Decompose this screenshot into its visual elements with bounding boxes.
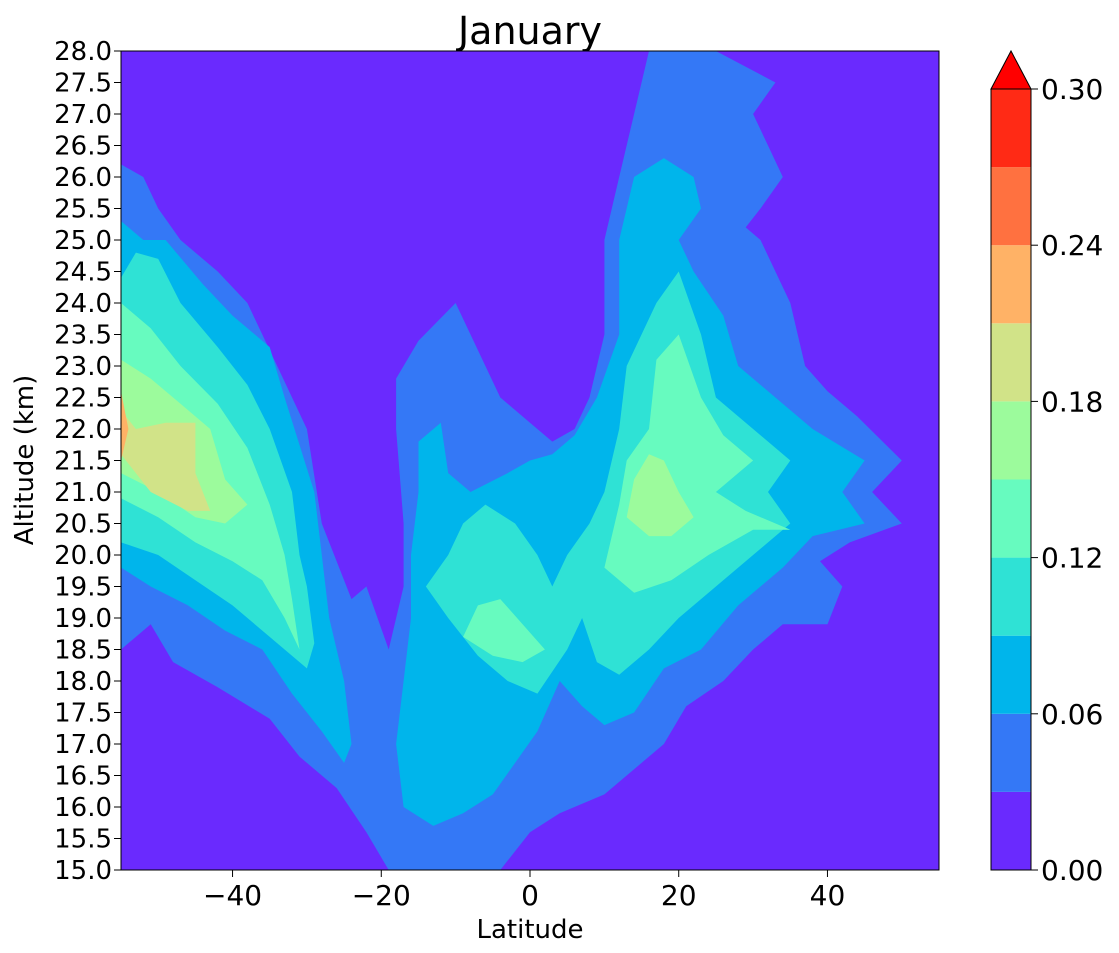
y-tick-label: 22.5 (54, 384, 112, 414)
y-tick-label: 15.0 (54, 856, 112, 886)
y-tick-label: 23.0 (54, 352, 112, 382)
x-tick-label: 20 (661, 879, 697, 912)
y-tick-label: 18.5 (54, 636, 112, 666)
y-axis: 15.015.516.016.517.017.518.018.519.019.5… (54, 37, 121, 886)
y-tick-label: 27.5 (54, 69, 112, 99)
colorbar-segment (991, 245, 1031, 324)
y-tick-label: 15.5 (54, 825, 112, 855)
y-tick-label: 16.0 (54, 793, 112, 823)
colorbar-tick-label: 0.06 (1041, 698, 1103, 731)
y-tick-label: 24.5 (54, 258, 112, 288)
y-tick-label: 23.5 (54, 321, 112, 351)
colorbar-segment (991, 167, 1031, 246)
colorbar-segment (991, 557, 1031, 636)
x-tick-label: 40 (810, 879, 846, 912)
y-tick-label: 25.5 (54, 195, 112, 225)
x-axis: −40 −20 0 20 40 (203, 870, 845, 912)
colorbar-segment (991, 791, 1031, 870)
colorbar-segment (991, 713, 1031, 792)
x-tick-label: −40 (203, 879, 262, 912)
colorbar-segment (991, 401, 1031, 480)
colorbar-tick-label: 0.12 (1041, 542, 1103, 575)
y-tick-label: 24.0 (54, 289, 112, 319)
chart-title: January (456, 9, 602, 53)
y-tick-label: 18.0 (54, 667, 112, 697)
y-tick-label: 19.0 (54, 604, 112, 634)
colorbar-tick-label: 0.30 (1041, 73, 1103, 106)
y-tick-label: 20.5 (54, 510, 112, 540)
y-axis-label: Altitude (km) (10, 375, 40, 546)
colorbar-extend-arrow (990, 49, 1032, 90)
contour-regions (121, 51, 902, 870)
x-axis-label: Latitude (476, 915, 583, 945)
contour-region-level-4 (463, 599, 545, 663)
contour-region-level-7 (121, 391, 129, 461)
colorbar-tick-label: 0.00 (1041, 854, 1103, 887)
y-tick-label: 17.0 (54, 730, 112, 760)
y-tick-label: 22.0 (54, 415, 112, 445)
colorbar-segment (991, 89, 1031, 168)
y-tick-label: 26.0 (54, 163, 112, 193)
y-tick-label: 28.0 (54, 37, 112, 67)
colorbar-tick-label: 0.24 (1041, 229, 1103, 262)
y-tick-label: 20.0 (54, 541, 112, 571)
contour-region-level-6 (121, 410, 211, 511)
colorbar-segment (991, 635, 1031, 714)
colorbar: 0.00 0.06 0.12 0.18 0.24 0.30 (990, 49, 1103, 887)
colorbar-segment (991, 479, 1031, 558)
y-tick-label: 21.0 (54, 478, 112, 508)
y-tick-label: 17.5 (54, 699, 112, 729)
x-tick-label: −20 (352, 879, 411, 912)
y-tick-label: 16.5 (54, 762, 112, 792)
colorbar-frame (990, 88, 1032, 871)
y-tick-label: 26.5 (54, 132, 112, 162)
y-tick-label: 25.0 (54, 226, 112, 256)
y-tick-label: 19.5 (54, 573, 112, 603)
y-tick-label: 27.0 (54, 100, 112, 130)
x-tick-label: 0 (521, 879, 539, 912)
plot-area (120, 50, 940, 871)
contour-region-level-3 (425, 271, 791, 694)
contour-region-level-5 (626, 454, 694, 537)
y-tick-label: 21.5 (54, 447, 112, 477)
colorbar-tick-label: 0.18 (1041, 385, 1103, 418)
colorbar-segment (991, 323, 1031, 402)
